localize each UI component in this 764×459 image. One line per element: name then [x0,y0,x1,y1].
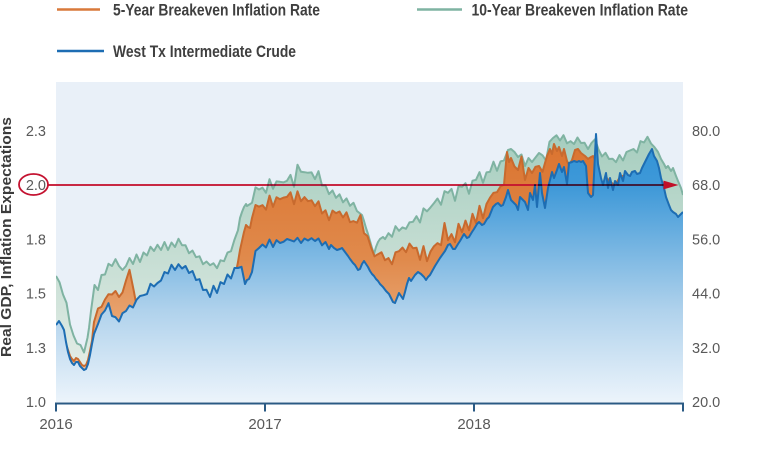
svg-text:1.3: 1.3 [26,341,46,357]
svg-text:44.0: 44.0 [692,287,720,303]
svg-text:2.3: 2.3 [26,124,46,140]
svg-text:5-Year Breakeven Inflation Rat: 5-Year Breakeven Inflation Rate [113,1,320,19]
svg-text:1.8: 1.8 [26,232,46,248]
svg-text:1.5: 1.5 [26,287,46,303]
svg-text:2016: 2016 [39,416,72,433]
svg-text:2017: 2017 [248,416,281,433]
svg-text:Real GDP, Inflation Expectatio: Real GDP, Inflation Expectations [0,117,15,357]
svg-text:1.0: 1.0 [26,395,46,411]
svg-text:2018: 2018 [457,416,490,433]
svg-text:68.0: 68.0 [692,178,720,194]
svg-text:56.0: 56.0 [692,232,720,248]
svg-text:32.0: 32.0 [692,341,720,357]
svg-text:West Tx Intermediate Crude: West Tx Intermediate Crude [113,43,296,61]
svg-text:20.0: 20.0 [692,395,720,411]
svg-text:80.0: 80.0 [692,124,720,140]
svg-text:10-Year Breakeven Inflation Ra: 10-Year Breakeven Inflation Rate [472,1,689,19]
svg-text:2.0: 2.0 [26,178,46,194]
